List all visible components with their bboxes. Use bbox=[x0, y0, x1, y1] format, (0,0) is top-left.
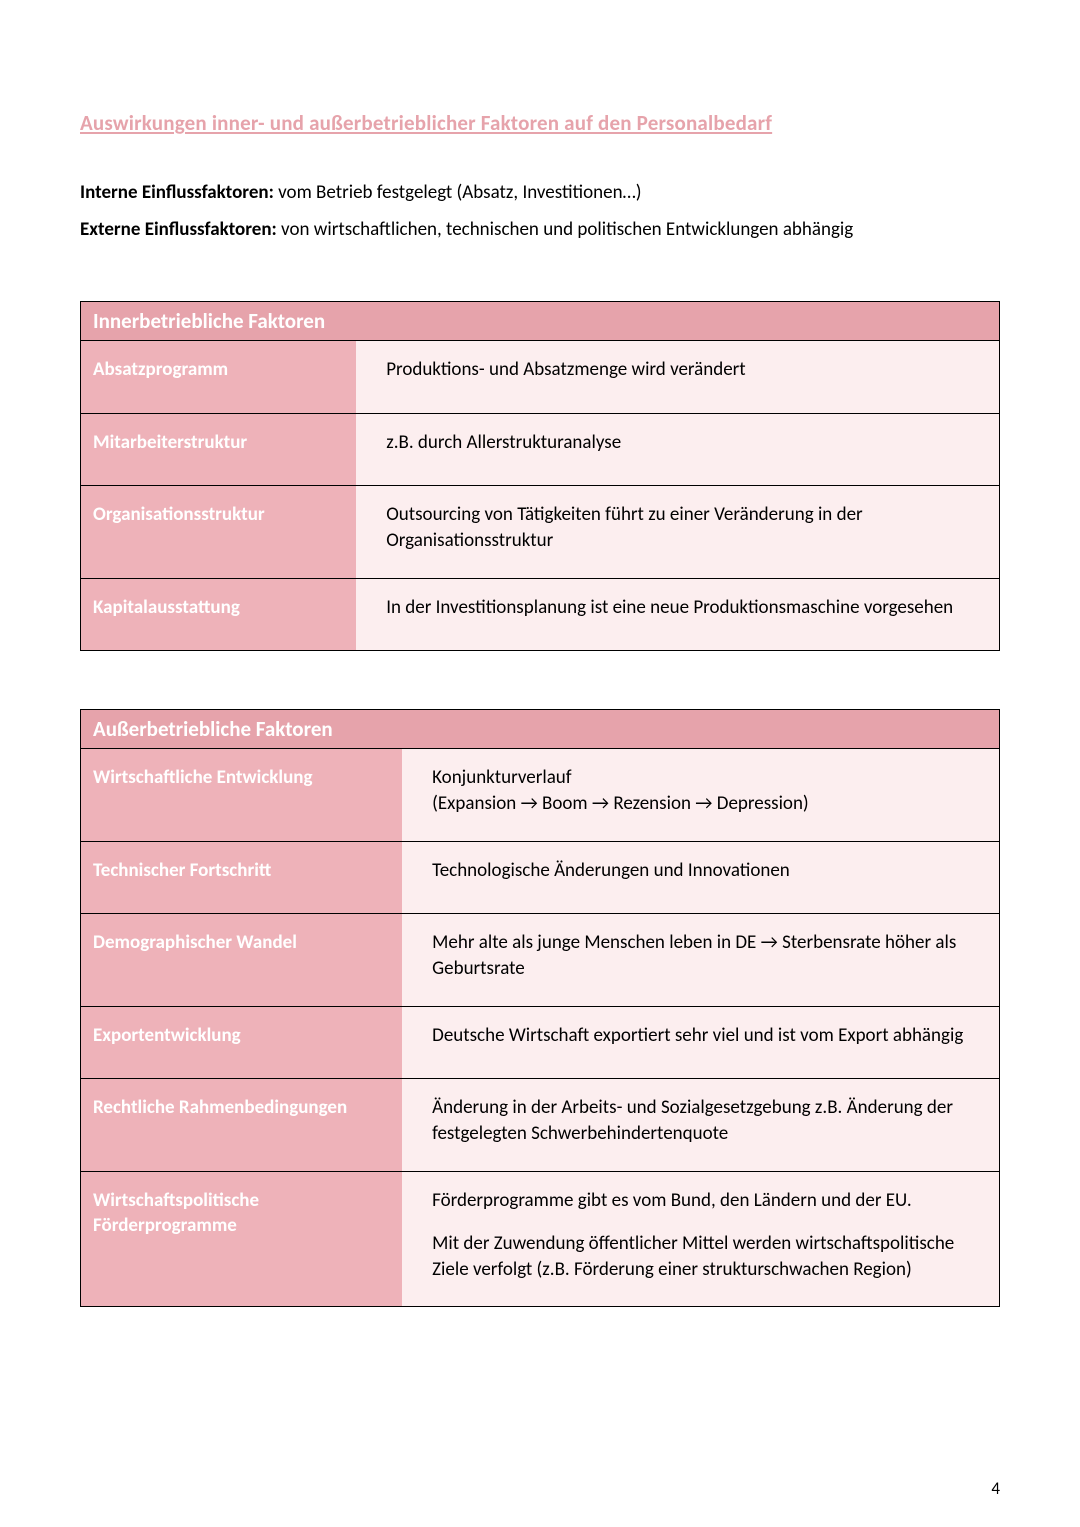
table-header-cell: Innerbetriebliche Faktoren bbox=[81, 302, 1000, 341]
factor-name: Demographischer Wandel bbox=[81, 914, 403, 1006]
factor-name: Mitarbeiterstruktur bbox=[81, 413, 357, 486]
intro-external-text: von wirtschaftlichen, technischen und po… bbox=[277, 218, 853, 241]
factor-name: Wirtschaftspolitische Förderprogramme bbox=[81, 1171, 403, 1307]
factor-name: Absatzprogramm bbox=[81, 341, 357, 414]
factor-name: Exportentwicklung bbox=[81, 1006, 403, 1079]
intro-internal-label: Interne Einflussfaktoren: bbox=[80, 181, 274, 204]
factor-name: Kapitalausstattung bbox=[81, 578, 357, 651]
table-header-row: Innerbetriebliche Faktoren bbox=[81, 302, 1000, 341]
table-row: Organisationsstruktur Outsourcing von Tä… bbox=[81, 486, 1000, 578]
intro-external-label: Externe Einflussfaktoren: bbox=[80, 218, 277, 241]
factor-name: Rechtliche Rahmenbedingungen bbox=[81, 1079, 403, 1171]
factor-name: Organisationsstruktur bbox=[81, 486, 357, 578]
factor-description: Änderung in der Arbeits- und Sozialgeset… bbox=[402, 1079, 999, 1171]
intro-internal-text: vom Betrieb festgelegt (Absatz, Investit… bbox=[274, 181, 642, 204]
table-header-row: Außerbetriebliche Faktoren bbox=[81, 710, 1000, 749]
factor-description: Outsourcing von Tätigkeiten führt zu ein… bbox=[356, 486, 999, 578]
table-internal-factors: Innerbetriebliche Faktoren Absatzprogram… bbox=[80, 301, 1000, 651]
table-header-cell: Außerbetriebliche Faktoren bbox=[81, 710, 1000, 749]
spacer bbox=[80, 253, 1000, 301]
table-row: Technischer Fortschritt Technologische Ä… bbox=[81, 841, 1000, 914]
table-row: Absatzprogramm Produktions- und Absatzme… bbox=[81, 341, 1000, 414]
table-external-factors: Außerbetriebliche Faktoren Wirtschaftlic… bbox=[80, 709, 1000, 1307]
factor-description: Förderprogramme gibt es vom Bund, den Lä… bbox=[402, 1171, 999, 1307]
factor-name: Technischer Fortschritt bbox=[81, 841, 403, 914]
table-row: Exportentwicklung Deutsche Wirtschaft ex… bbox=[81, 1006, 1000, 1079]
factor-name: Wirtschaftliche Entwicklung bbox=[81, 749, 403, 841]
intro-line-external: Externe Einflussfaktoren: von wirtschaft… bbox=[80, 217, 1000, 244]
table-row: Wirtschaftspolitische Förderprogramme Fö… bbox=[81, 1171, 1000, 1307]
table-row: Demographischer Wandel Mehr alte als jun… bbox=[81, 914, 1000, 1006]
table-row: Kapitalausstattung In der Investitionspl… bbox=[81, 578, 1000, 651]
factor-description: Mehr alte als junge Menschen leben in DE… bbox=[402, 914, 999, 1006]
factor-description: Technologische Änderungen und Innovation… bbox=[402, 841, 999, 914]
factor-description: Produktions- und Absatzmenge wird veränd… bbox=[356, 341, 999, 414]
table-row: Mitarbeiterstruktur z.B. durch Allerstru… bbox=[81, 413, 1000, 486]
factor-description: Deutsche Wirtschaft exportiert sehr viel… bbox=[402, 1006, 999, 1079]
document-page: Auswirkungen inner- und außerbetrieblich… bbox=[0, 0, 1080, 1527]
table-row: Rechtliche Rahmenbedingungen Änderung in… bbox=[81, 1079, 1000, 1171]
page-title: Auswirkungen inner- und außerbetrieblich… bbox=[80, 110, 1000, 136]
page-number: 4 bbox=[991, 1478, 1000, 1499]
intro-line-internal: Interne Einflussfaktoren: vom Betrieb fe… bbox=[80, 180, 1000, 207]
table-row: Wirtschaftliche Entwicklung Konjunkturve… bbox=[81, 749, 1000, 841]
factor-description: Konjunkturverlauf(Expansion → Boom → Rez… bbox=[402, 749, 999, 841]
factor-description: z.B. durch Allerstrukturanalyse bbox=[356, 413, 999, 486]
factor-description: In der Investitionsplanung ist eine neue… bbox=[356, 578, 999, 651]
